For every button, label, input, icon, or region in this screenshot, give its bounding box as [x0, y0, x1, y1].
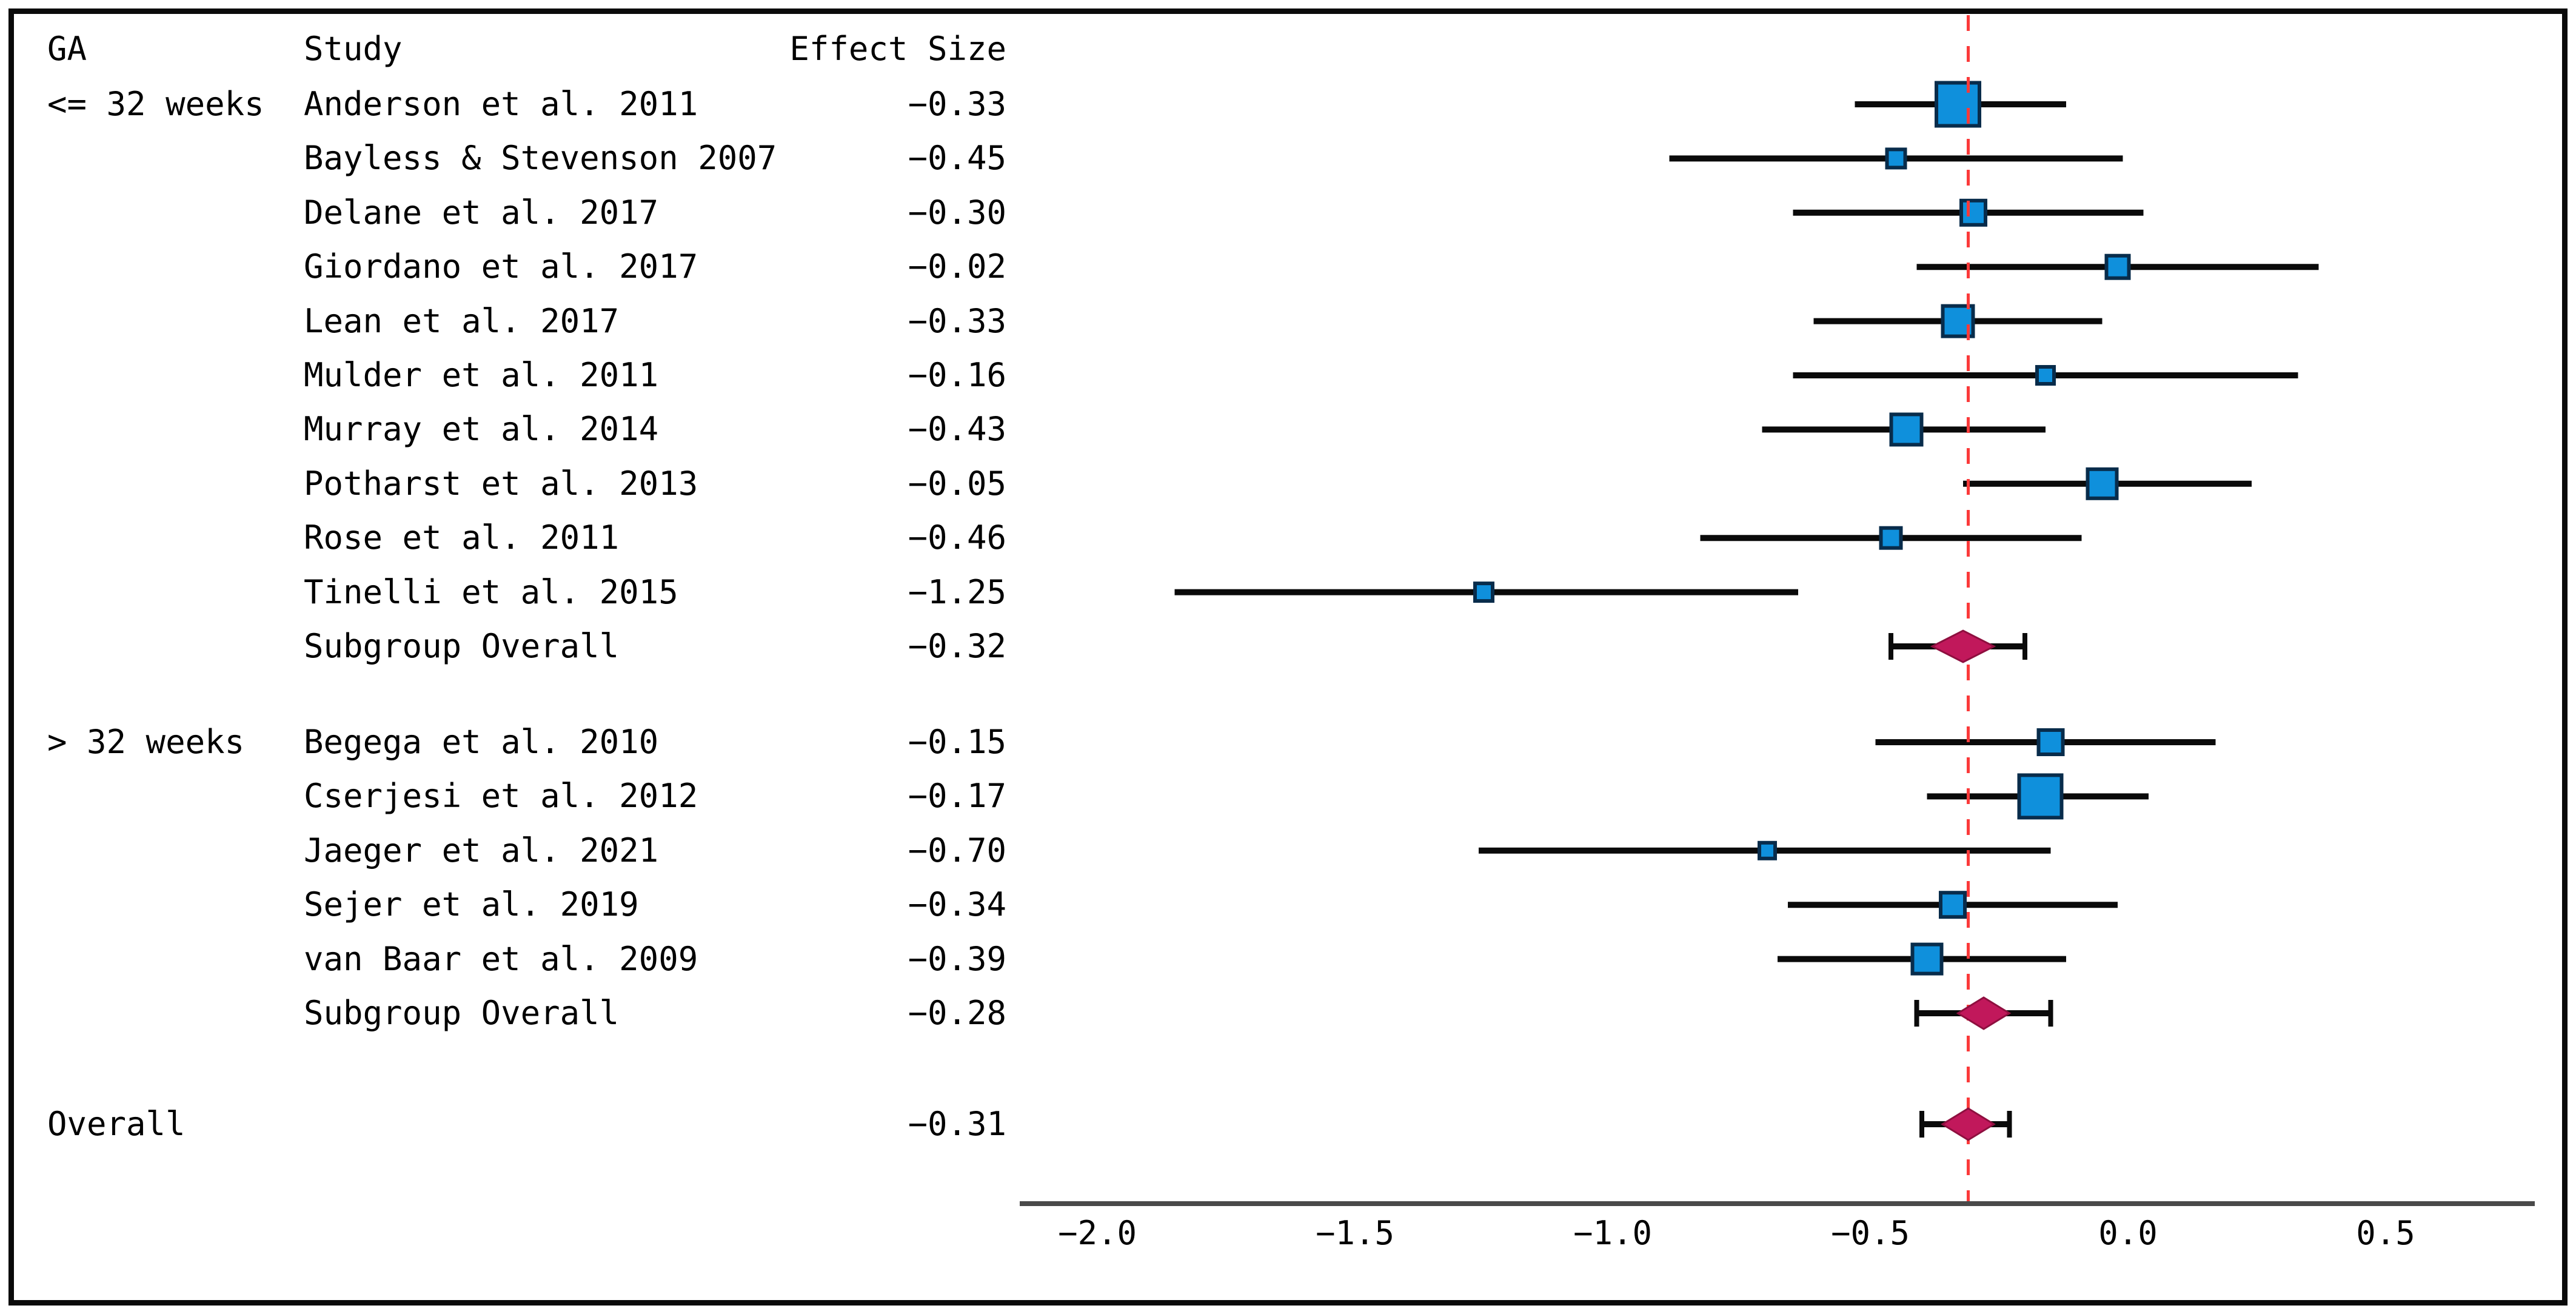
- effect-size-value: −0.16: [908, 356, 1006, 394]
- effect-marker: [2017, 773, 2064, 820]
- summary-diamond: [1956, 996, 2012, 1030]
- study-label: Sejer et al. 2019: [304, 885, 639, 924]
- effect-marker: [1473, 582, 1494, 603]
- study-label: Murray et al. 2014: [304, 410, 659, 449]
- study-label: Rose et al. 2011: [304, 518, 620, 557]
- study-label: Delane et al. 2017: [304, 193, 659, 232]
- effect-size-value: −0.33: [908, 301, 1006, 340]
- summary-diamond: [1941, 1107, 1996, 1141]
- column-header-study: Study: [304, 30, 403, 68]
- effect-size-value: −0.17: [908, 777, 1006, 816]
- effect-marker: [2036, 728, 2065, 756]
- effect-size-value: −0.15: [908, 723, 1006, 761]
- x-axis-tick-label: 0.5: [2356, 1214, 2415, 1252]
- effect-marker: [1879, 526, 1903, 550]
- study-label: Potharst et al. 2013: [304, 464, 698, 503]
- study-label: Anderson et al. 2011: [304, 85, 698, 123]
- study-label: Mulder et al. 2011: [304, 356, 659, 394]
- effect-marker: [1885, 147, 1907, 170]
- x-axis-tick-label: −1.0: [1573, 1214, 1652, 1252]
- effect-marker: [1935, 81, 1981, 128]
- group-label: > 32 weeks: [47, 723, 245, 761]
- overall-label: Overall: [47, 1105, 186, 1143]
- study-label: Giordano et al. 2017: [304, 247, 698, 286]
- effect-size-value: −0.46: [908, 518, 1006, 557]
- group-label: <= 32 weeks: [47, 85, 264, 123]
- effect-marker: [1758, 840, 1777, 860]
- effect-size-value: −0.33: [908, 85, 1006, 123]
- effect-size-value: −0.31: [908, 1105, 1006, 1143]
- subgroup-label: Subgroup Overall: [304, 994, 620, 1032]
- effect-marker: [1889, 412, 1924, 447]
- study-label: Lean et al. 2017: [304, 301, 620, 340]
- effect-size-value: −0.34: [908, 885, 1006, 924]
- effect-size-value: −0.39: [908, 939, 1006, 978]
- summary-diamond: [1930, 629, 1996, 663]
- effect-size-value: −0.43: [908, 410, 1006, 449]
- effect-marker: [2104, 253, 2131, 280]
- effect-size-value: −0.45: [908, 139, 1006, 178]
- effect-marker: [2086, 467, 2119, 500]
- effect-size-value: −0.28: [908, 994, 1006, 1032]
- subgroup-label: Subgroup Overall: [304, 627, 620, 665]
- column-header-effect-size: Effect Size: [789, 30, 1006, 68]
- study-label: Bayless & Stevenson 2007: [304, 139, 777, 178]
- effect-size-value: −0.05: [908, 464, 1006, 503]
- effect-marker: [2035, 365, 2056, 386]
- x-axis-tick-label: −1.5: [1316, 1214, 1394, 1252]
- effect-size-value: −0.70: [908, 831, 1006, 870]
- study-label: Begega et al. 2010: [304, 723, 659, 761]
- study-label: Cserjesi et al. 2012: [304, 777, 698, 816]
- effect-marker: [1939, 891, 1967, 919]
- effect-size-value: −0.30: [908, 193, 1006, 232]
- effect-size-value: −0.02: [908, 247, 1006, 286]
- effect-marker: [1910, 942, 1944, 976]
- study-label: Tinelli et al. 2015: [304, 572, 678, 611]
- column-header-ga: GA: [47, 30, 87, 68]
- effect-marker: [1959, 198, 1987, 227]
- study-label: van Baar et al. 2009: [304, 939, 698, 978]
- x-axis-tick-label: −2.0: [1058, 1214, 1137, 1252]
- effect-size-value: −0.32: [908, 627, 1006, 665]
- x-axis-tick-label: −0.5: [1831, 1214, 1910, 1252]
- study-label: Jaeger et al. 2021: [304, 831, 659, 870]
- x-axis-tick-label: 0.0: [2098, 1214, 2158, 1252]
- effect-size-value: −1.25: [908, 572, 1006, 611]
